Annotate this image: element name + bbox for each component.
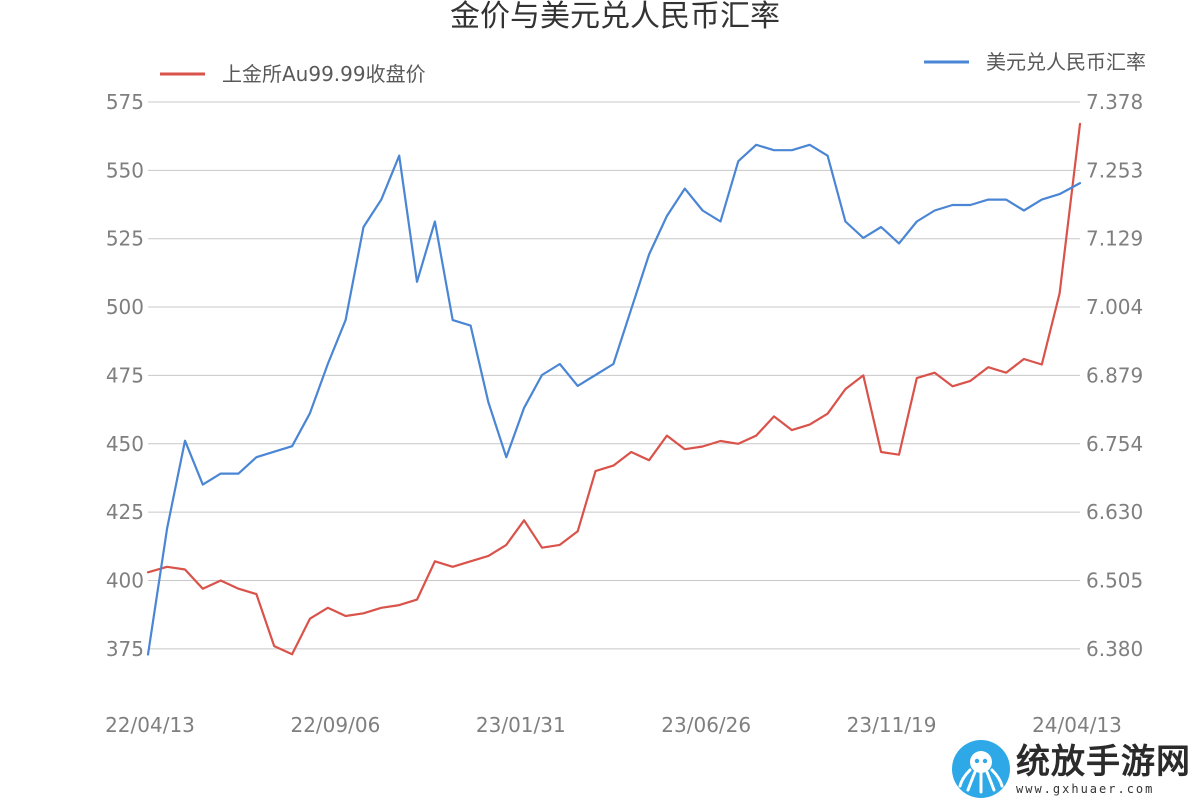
right-tick-label: 6.630 [1086, 500, 1143, 524]
legend-label-fx: 美元兑人民币汇率 [986, 50, 1146, 74]
x-axis-ticks: 22/04/13 22/09/06 23/01/31 23/06/26 23/11/19… [105, 713, 1122, 737]
x-tick-label: 22/04/13 [105, 713, 195, 737]
left-tick-label: 550 [106, 158, 144, 182]
left-tick-label: 425 [106, 500, 144, 524]
x-tick-label: 23/11/19 [847, 713, 937, 737]
series-layer [146, 122, 1082, 656]
x-tick-label: 23/01/31 [476, 713, 566, 737]
site-watermark: 统放手游网 www.gxhuaer.com [952, 740, 1192, 798]
series-line-gold-price [146, 122, 1082, 656]
right-tick-label: 7.378 [1086, 90, 1143, 114]
left-axis-ticks: 375 400 425 450 475 500 525 550 575 [106, 90, 144, 661]
watermark-site-url: www.gxhuaer.com [1016, 782, 1155, 796]
right-tick-label: 6.879 [1086, 363, 1143, 387]
left-tick-label: 500 [106, 295, 144, 319]
right-tick-label: 7.004 [1086, 295, 1143, 319]
gridlines [148, 101, 1080, 650]
x-tick-label: 23/06/26 [661, 713, 751, 737]
legend: 上金所Au99.99收盘价 美元兑人民币汇率 [160, 50, 1146, 86]
right-tick-label: 7.253 [1086, 158, 1143, 182]
right-tick-label: 7.129 [1086, 227, 1143, 251]
watermark-site-name: 统放手游网 [1016, 742, 1191, 782]
left-tick-label: 400 [106, 568, 144, 592]
right-tick-label: 6.754 [1086, 432, 1143, 456]
left-tick-label: 525 [106, 227, 144, 251]
chart-title: 金价与美元兑人民币汇率 [450, 0, 780, 34]
octopus-logo-icon [952, 740, 1010, 798]
right-axis-ticks: 6.380 6.505 6.630 6.754 6.879 7.004 7.129 7.253… [1086, 90, 1143, 661]
right-tick-label: 6.380 [1086, 637, 1143, 661]
left-tick-label: 475 [106, 363, 144, 387]
x-tick-label: 24/04/13 [1032, 713, 1122, 737]
left-tick-label: 575 [106, 90, 144, 114]
legend-label-gold: 上金所Au99.99收盘价 [222, 62, 426, 86]
x-tick-label: 22/09/06 [290, 713, 380, 737]
left-tick-label: 375 [106, 637, 144, 661]
left-tick-label: 450 [106, 432, 144, 456]
right-tick-label: 6.505 [1086, 568, 1143, 592]
series-line-usd-cny-rate [146, 143, 1082, 656]
